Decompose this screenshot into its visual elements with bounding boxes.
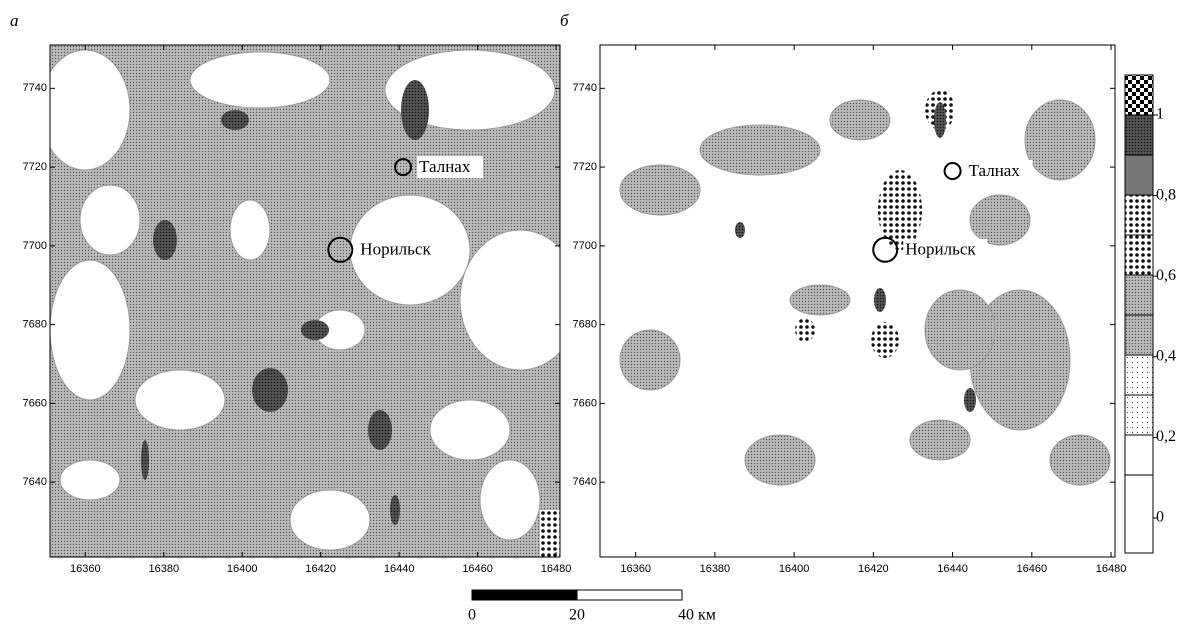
city-label-bg [903,238,988,261]
x-tick-label: 16380 [700,563,731,575]
legend-label: 0,2 [1156,428,1176,445]
map-texture [50,45,560,557]
city-label: Норильск [905,240,976,259]
y-tick-label: 7740 [573,82,597,94]
x-tick-label: 16360 [70,563,101,575]
scale-label: 40 км [678,607,716,624]
city-label-bg [966,160,1033,183]
map-frame [599,44,1116,558]
legend-label: 0,6 [1156,267,1176,284]
legend-label: 1 [1156,106,1164,123]
y-tick-label: 7720 [573,161,597,173]
map-panel: 16360 16380 16400 16420 16440 16460 16480 7640 7… [23,44,572,575]
city-label: Талнах [419,157,471,176]
scale-label: 0 [468,607,476,624]
map-texture [600,45,1115,557]
map-panel: 16360 16380 16400 16420 16440 16460 16480 7640 7… [573,44,1127,575]
x-tick-label: 16400 [227,563,258,575]
scale-bar [576,589,683,601]
x-tick-label: 16380 [148,563,179,575]
y-tick-label: 7640 [23,476,47,488]
legend-label: 0,8 [1156,186,1176,203]
x-tick-label: 16440 [384,563,415,575]
panel-label: б [560,11,569,30]
x-tick-label: 16420 [858,563,889,575]
x-tick-label: 16400 [779,563,810,575]
scale-label: 20 [569,607,585,624]
x-tick-label: 16420 [305,563,336,575]
y-tick-label: 7740 [23,82,47,94]
city-marker [394,158,413,177]
x-tick-label: 16460 [462,563,493,575]
city-label: Талнах [969,161,1021,180]
y-tick-label: 7660 [573,397,597,409]
x-tick-label: 16480 [1096,563,1127,575]
legend-label: 0 [1156,509,1164,526]
city-label-bg [417,156,484,179]
y-tick-label: 7700 [23,240,47,252]
city-label-bg [358,238,443,261]
x-tick-label: 16360 [620,563,651,575]
x-tick-label: 16480 [541,563,572,575]
city-marker [327,236,354,263]
scale-bar [471,589,578,601]
x-tick-label: 16440 [937,563,968,575]
y-tick-label: 7680 [573,319,597,331]
y-tick-label: 7680 [23,319,47,331]
y-tick-label: 7660 [23,397,47,409]
legend-label: 0,4 [1156,347,1176,364]
y-tick-label: 7720 [23,161,47,173]
y-tick-label: 7700 [573,240,597,252]
panel-label: а [10,11,19,30]
x-tick-label: 16460 [1017,563,1048,575]
city-marker [872,236,899,263]
y-tick-label: 7640 [573,476,597,488]
legend-swatches [1124,74,1154,554]
city-marker [943,162,962,181]
map-frame [49,44,561,558]
city-label: Норильск [360,240,431,259]
